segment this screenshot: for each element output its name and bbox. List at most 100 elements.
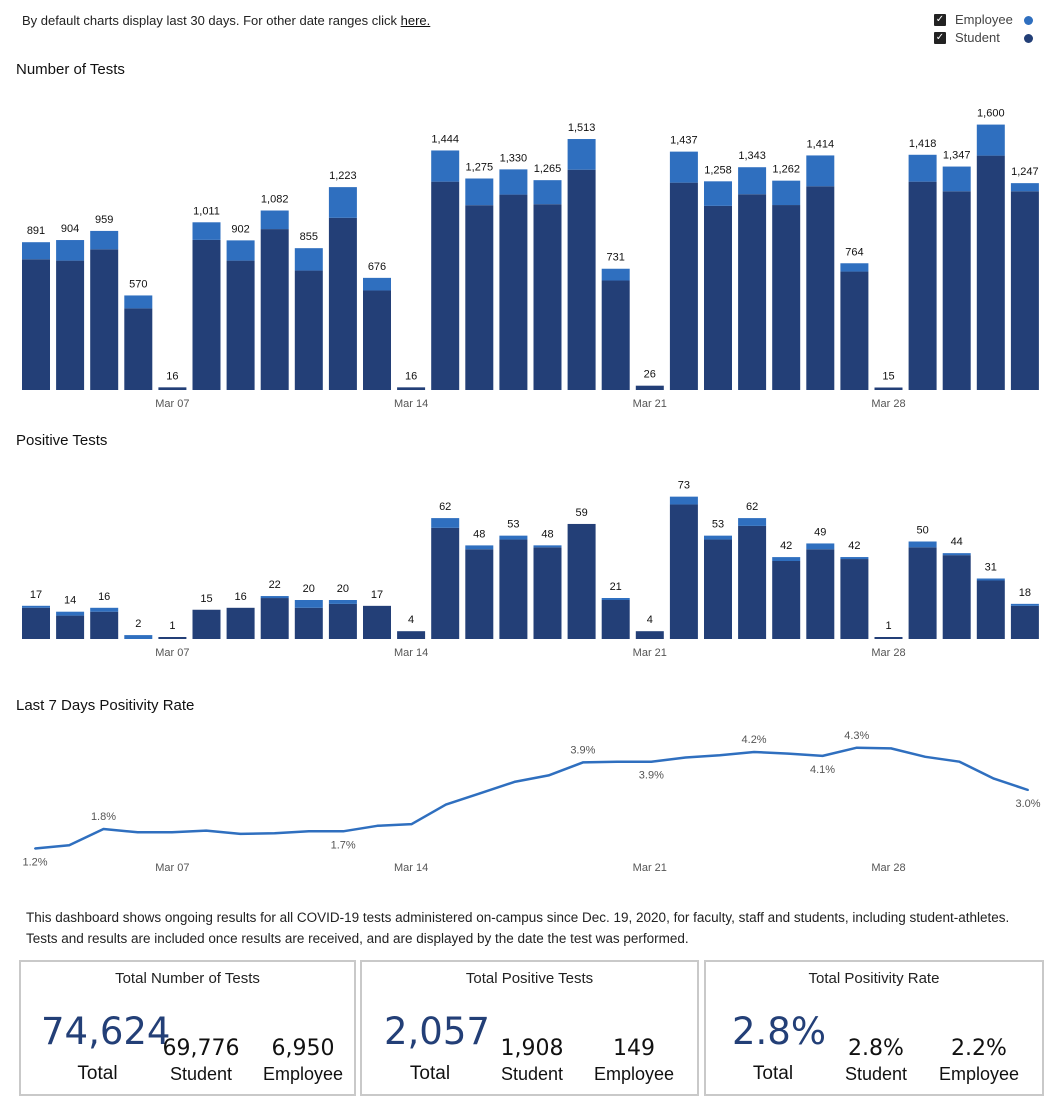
bar-segment-student [90, 249, 119, 390]
bar-segment-student [908, 181, 937, 390]
bar-value-label: 15 [882, 371, 894, 383]
checkbox-checked-icon[interactable]: ✓ [934, 14, 946, 26]
bar-value-label: 21 [610, 581, 622, 593]
bar-segment-employee [772, 180, 801, 206]
date-range-link[interactable]: here. [400, 13, 431, 28]
bar-segment-employee [226, 240, 255, 261]
card-title: Total Number of Tests [115, 970, 260, 987]
card-student-value: 2.8% [848, 1036, 904, 1061]
point-value-label: 1.8% [91, 811, 116, 823]
bar-segment-employee [499, 169, 528, 195]
bar-segment-student [669, 504, 698, 639]
line-point [924, 755, 927, 758]
bar-value-label: 18 [1019, 587, 1031, 599]
x-tick-label: Mar 28 [871, 647, 905, 659]
bar-value-label: 1,247 [1011, 166, 1039, 178]
bar-segment-student [942, 555, 971, 639]
bar-segment-student [294, 607, 323, 639]
bar-segment-employee [90, 607, 119, 612]
bar-value-label: 1,082 [261, 194, 289, 206]
bar-segment-student [601, 600, 630, 639]
line-point [170, 831, 173, 834]
bar-segment-employee [567, 139, 596, 170]
bar-segment-employee [704, 535, 732, 540]
bar-value-label: 26 [644, 369, 656, 381]
tests-chart-title: Number of Tests [16, 61, 125, 78]
bar-value-label: 570 [129, 278, 147, 290]
card-student-label: Student [844, 1064, 908, 1084]
bar-segment-student [567, 523, 596, 639]
x-tick-label: Mar 21 [633, 647, 667, 659]
bar-segment-employee [56, 240, 85, 261]
bar-segment-employee [431, 150, 460, 182]
card-total-value: 2,057 [384, 1010, 490, 1053]
checkbox-checked-icon[interactable]: ✓ [934, 32, 946, 44]
bar-value-label: 891 [27, 225, 45, 237]
card-total-tests: Total Number of Tests 74,624 Total 69,77… [19, 960, 356, 1096]
bar-value-label: 16 [166, 370, 178, 382]
bar-segment-student [704, 205, 732, 390]
line-point [821, 754, 824, 757]
legend-item-student[interactable]: ✓ Student [934, 30, 1044, 48]
bar-value-label: 1,262 [772, 164, 800, 176]
bar-segment-student [22, 607, 50, 639]
legend-label-employee: Employee [955, 12, 1013, 27]
bar-value-label: 4 [647, 614, 653, 626]
legend-item-employee[interactable]: ✓ Employee [934, 12, 1044, 30]
legend-label-student: Student [955, 30, 1000, 45]
card-student-value: 69,776 [162, 1036, 240, 1061]
bar-value-label: 1,011 [193, 205, 220, 217]
card-total-label: Total [409, 1063, 451, 1084]
bar-segment-employee [124, 295, 153, 309]
bar-value-label: 1,347 [943, 150, 971, 162]
bar-value-label: 1 [885, 620, 891, 632]
bar-segment-employee [772, 557, 801, 561]
bar-value-label: 1,444 [431, 133, 459, 145]
bar-segment-employee [806, 155, 835, 187]
line-point [102, 828, 105, 830]
bar-value-label: 904 [61, 223, 79, 235]
card-employee-label: Employee [593, 1064, 675, 1084]
bar-segment-student [294, 270, 323, 390]
bar-segment-employee [738, 518, 767, 526]
point-value-label: 4.1% [810, 764, 835, 776]
line-point [718, 754, 721, 757]
bar-value-label: 16 [405, 370, 417, 382]
bar-value-label: 17 [371, 589, 383, 601]
bar-segment-employee [294, 600, 323, 608]
bar-value-label: 902 [231, 223, 249, 235]
bar-segment-employee [294, 248, 323, 271]
bar-segment-employee [738, 167, 767, 195]
legend: ✓ Employee ✓ Student [934, 12, 1044, 48]
bar-value-label: 17 [30, 589, 42, 601]
bar-segment-employee [1010, 603, 1039, 606]
x-tick-label: Mar 21 [633, 862, 667, 874]
line-point [444, 803, 447, 806]
bar-value-label: 855 [300, 231, 318, 243]
bar-value-label: 42 [780, 540, 792, 552]
line-point [410, 823, 413, 826]
bar-segment-student [738, 525, 767, 639]
line-point [34, 847, 36, 850]
line-point [68, 844, 71, 847]
card-total-label: Total [752, 1063, 794, 1084]
bar-value-label: 48 [473, 528, 485, 540]
line-point [684, 756, 687, 759]
bar-segment-student [635, 631, 664, 639]
point-value-label: 4.2% [742, 734, 767, 746]
bar-value-label: 1,330 [500, 152, 528, 164]
line-point [239, 832, 242, 835]
bar-value-label: 62 [439, 501, 451, 513]
bar-segment-student [192, 239, 221, 390]
bar-segment-student [56, 615, 85, 639]
bar-segment-student [226, 260, 255, 390]
bar-segment-employee [431, 518, 460, 528]
x-tick-label: Mar 07 [155, 862, 189, 874]
line-point [650, 760, 653, 763]
x-tick-label: Mar 14 [394, 647, 428, 659]
bar-segment-student [397, 387, 426, 390]
bar-value-label: 959 [95, 214, 113, 226]
card-student-label: Student [169, 1064, 233, 1084]
card-positivity-rate: Total Positivity Rate 2.8% Total 2.8% St… [704, 960, 1044, 1096]
dashboard-description: This dashboard shows ongoing results for… [26, 910, 1010, 946]
